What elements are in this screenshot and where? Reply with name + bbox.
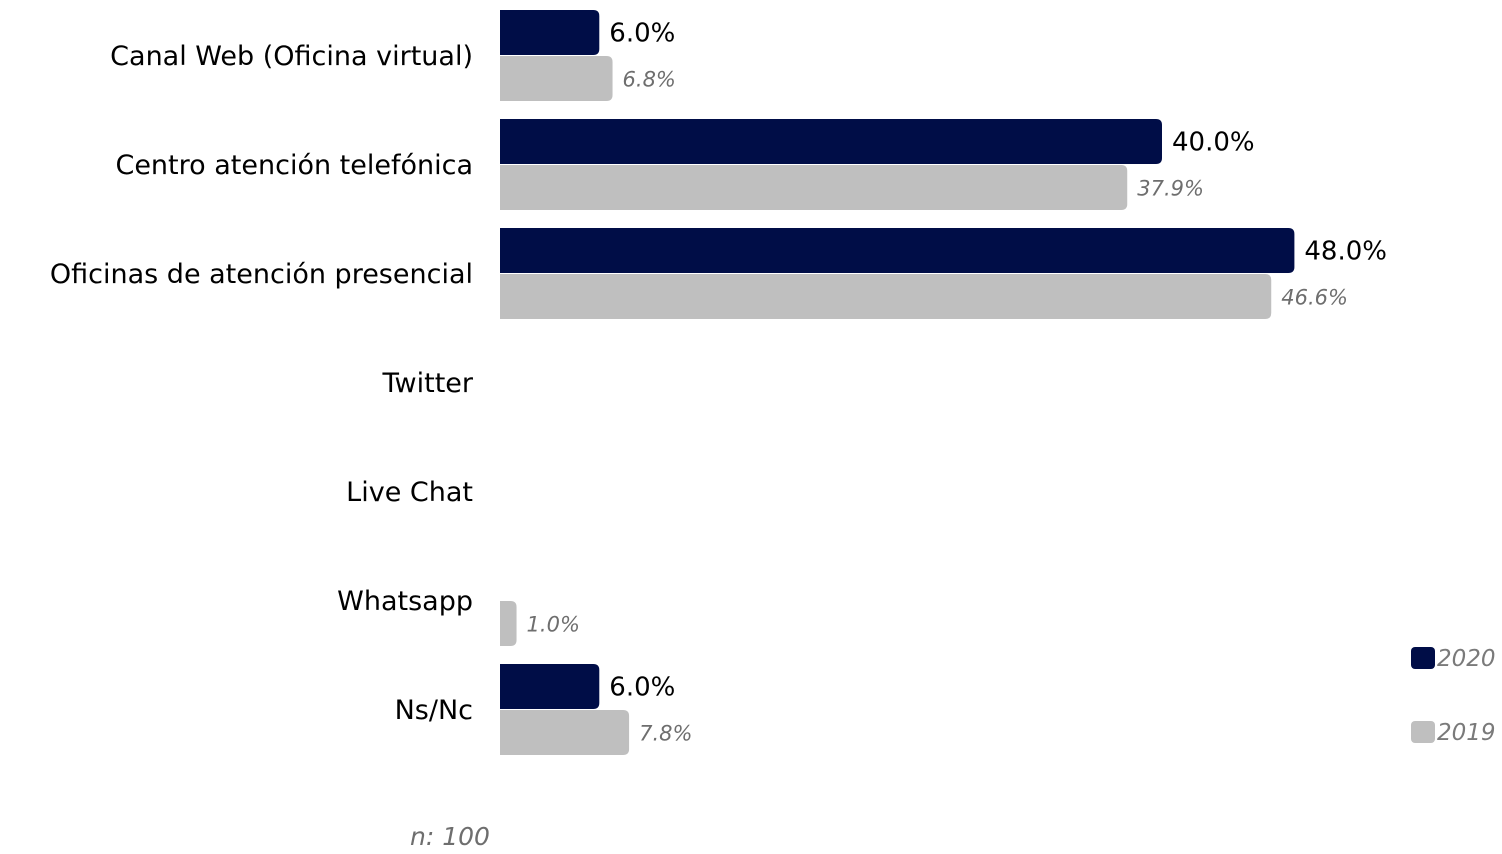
value-label-2020: 48.0%	[1304, 237, 1387, 267]
category-label: Whatsapp	[337, 586, 473, 617]
legend-swatch-2019	[1411, 721, 1435, 743]
sample-size-note: n: 100	[410, 822, 490, 851]
bars-layer	[500, 10, 1295, 755]
legend-label-2020: 2020	[1437, 646, 1496, 672]
value-label-2019: 6.8%	[623, 68, 676, 92]
value-label-2019: 46.6%	[1281, 286, 1348, 310]
legend: 2020 2019	[1411, 646, 1496, 746]
category-label: Oficinas de atención presencial	[50, 259, 473, 290]
category-label: Centro atención telefónica	[115, 150, 473, 181]
bar-2020	[500, 119, 1162, 164]
category-label: Twitter	[382, 368, 474, 399]
bar-2020	[500, 664, 600, 709]
value-label-2020: 6.0%	[609, 19, 675, 49]
value-label-2020: 40.0%	[1172, 128, 1255, 158]
value-labels: 6.0% 6.8% 40.0% 37.9% 48.0% 46.6% 1.0% 6.0% 7.8%	[527, 19, 1387, 746]
value-label-2019: 7.8%	[639, 722, 692, 746]
legend-swatch-2020	[1411, 647, 1435, 669]
value-label-2019: 37.9%	[1137, 177, 1204, 201]
bar-2019	[500, 165, 1128, 210]
category-labels: Canal Web (Oficina virtual) Centro atenci…	[50, 41, 474, 726]
category-label: Live Chat	[346, 477, 473, 508]
bar-2019	[500, 710, 630, 755]
bar-2019	[500, 56, 613, 101]
bar-2019	[500, 601, 517, 646]
value-label-2019: 1.0%	[527, 613, 580, 637]
category-label: Ns/Nc	[395, 695, 473, 726]
bar-2020	[500, 228, 1295, 273]
category-label: Canal Web (Oficina virtual)	[110, 41, 473, 72]
value-label-2020: 6.0%	[609, 673, 675, 703]
bar-2019	[500, 274, 1272, 319]
legend-label-2019: 2019	[1437, 720, 1496, 746]
bar-2020	[500, 10, 600, 55]
